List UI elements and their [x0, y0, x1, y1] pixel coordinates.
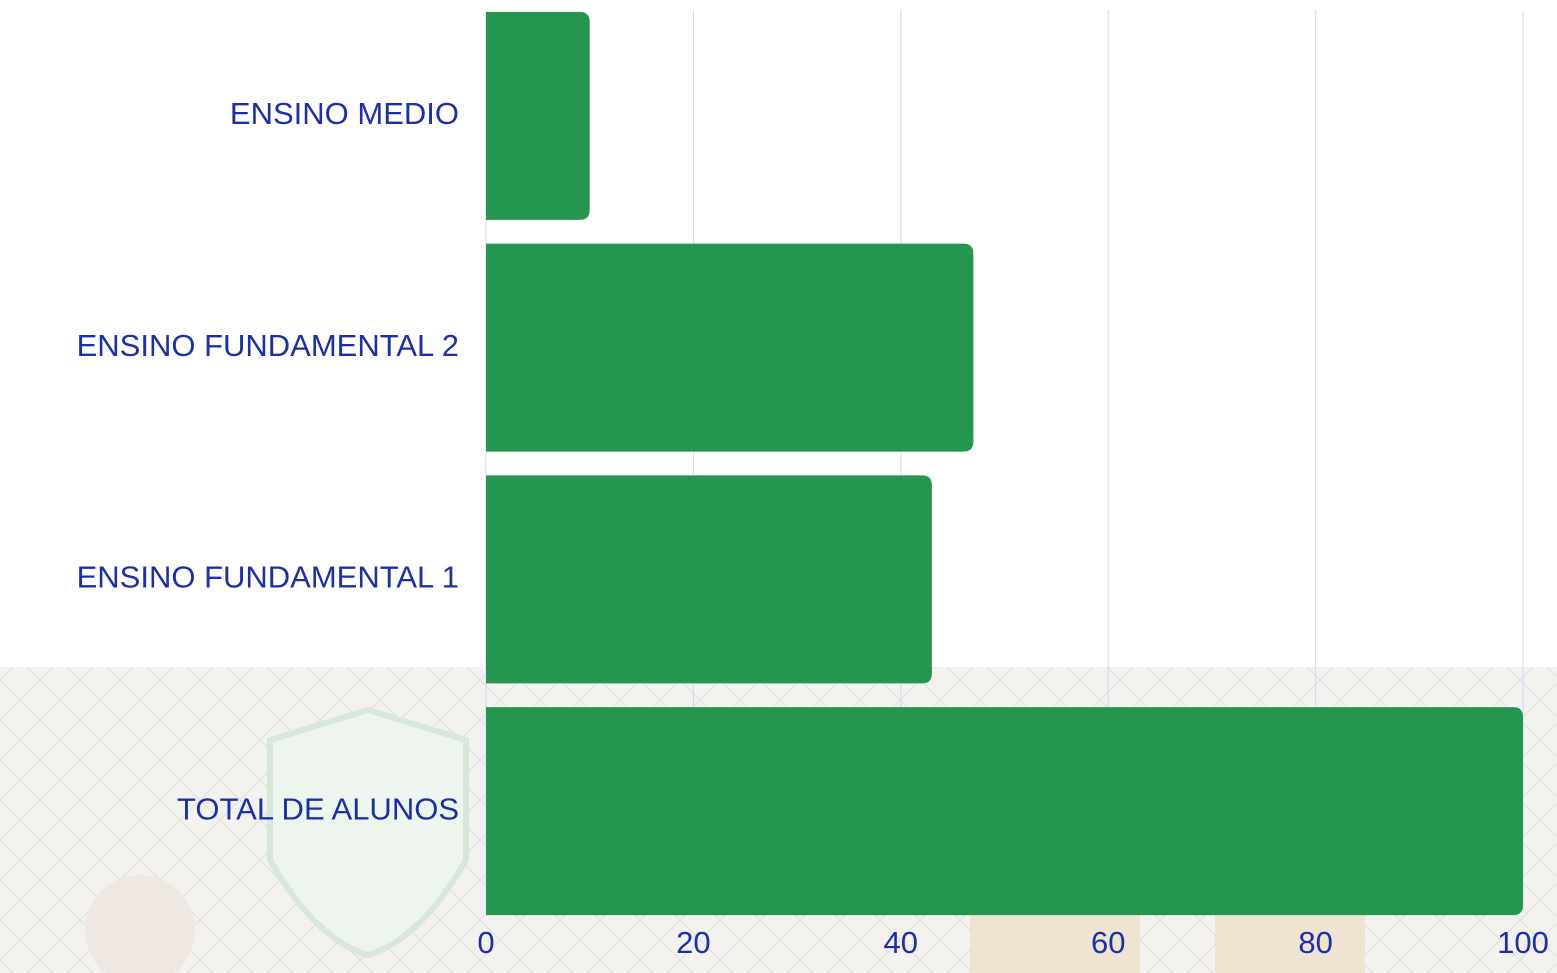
- plot-area: 0 20 40 60 80 100 ENSINO MEDIO ENSINO FUNDAMENT…: [77, 10, 1549, 960]
- chart: 0 20 40 60 80 100 ENSINO MEDIO ENSINO FUNDAMENT…: [0, 0, 1557, 973]
- y-tick-label: TOTAL DE ALUNOS: [177, 791, 459, 826]
- x-tick-label: 20: [676, 925, 710, 960]
- x-tick-label: 100: [1497, 925, 1549, 960]
- x-tick-label: 60: [1091, 925, 1125, 960]
- bar: [486, 475, 932, 683]
- bar: [486, 244, 973, 452]
- x-tick-label: 80: [1298, 925, 1332, 960]
- x-tick-label: 0: [477, 925, 494, 960]
- bar: [486, 707, 1523, 915]
- x-tick-label: 40: [884, 925, 918, 960]
- y-tick-label: ENSINO FUNDAMENTAL 2: [77, 328, 459, 363]
- y-tick-label: ENSINO FUNDAMENTAL 1: [77, 560, 459, 595]
- bar: [486, 12, 590, 220]
- y-tick-label: ENSINO MEDIO: [230, 96, 459, 131]
